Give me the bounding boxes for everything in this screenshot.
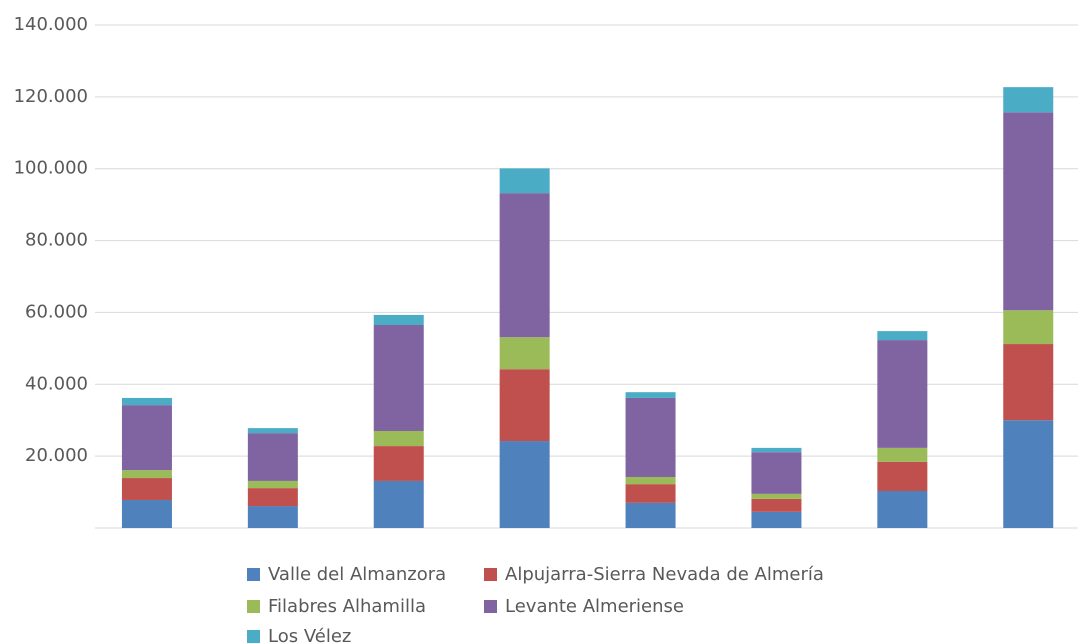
- bar-segment: [1003, 420, 1054, 528]
- bar-segment: [373, 314, 424, 326]
- bar-segment: [373, 430, 424, 447]
- bar-segment: [1003, 112, 1054, 311]
- bar-segment: [877, 340, 928, 448]
- bar-segment: [499, 441, 550, 528]
- bar-segment: [373, 480, 424, 528]
- bar-segment: [877, 461, 928, 491]
- y-tick-label: 20.000: [25, 445, 88, 466]
- y-tick-label: 140.000: [14, 14, 88, 35]
- bar-segment: [499, 369, 550, 442]
- bar-segment: [625, 392, 676, 398]
- bar-segment: [877, 490, 928, 528]
- y-tick-label: 40.000: [25, 373, 88, 394]
- bar-segment: [499, 337, 550, 370]
- bar-segment: [499, 168, 550, 194]
- legend-label: Alpujarra-Sierra Nevada de Almería: [505, 564, 824, 585]
- bar-segment: [373, 446, 424, 481]
- bar-segment: [625, 502, 676, 528]
- bar-segment: [247, 488, 298, 507]
- legend-label: Valle del Almanzora: [268, 564, 446, 585]
- legend-label: Filabres Alhamilla: [268, 596, 426, 617]
- bar-segment: [1003, 310, 1054, 345]
- legend-swatch: [247, 630, 260, 643]
- bar-segment: [625, 397, 676, 477]
- bar-segment: [625, 484, 676, 503]
- bar-segment: [121, 478, 172, 500]
- y-tick-label: 60.000: [25, 301, 88, 322]
- y-tick-label: 80.000: [25, 230, 88, 251]
- bar-segment: [625, 476, 676, 485]
- legend-swatch: [484, 600, 497, 613]
- bar-segment: [499, 193, 550, 338]
- legend-swatch: [247, 600, 260, 613]
- bar-segment: [373, 325, 424, 431]
- legend-swatch: [247, 568, 260, 581]
- legend-label: Levante Almeriense: [505, 596, 684, 617]
- bar-segment: [121, 499, 172, 528]
- bar-segment: [751, 447, 802, 453]
- bar-segment: [121, 470, 172, 479]
- bar-segment: [1003, 87, 1054, 113]
- bar-segment: [247, 433, 298, 481]
- bar-segment: [121, 405, 172, 471]
- bar-segment: [751, 498, 802, 512]
- bar-segment: [751, 493, 802, 499]
- bar-segment: [1003, 344, 1054, 421]
- bar-segment: [121, 397, 172, 406]
- bar-segment: [247, 428, 298, 434]
- bar-segment: [877, 331, 928, 341]
- bar-segment: [247, 480, 298, 489]
- y-tick-label: 120.000: [14, 86, 88, 107]
- legend-swatch: [484, 568, 497, 581]
- y-tick-label: 100.000: [14, 158, 88, 179]
- bar-segment: [751, 511, 802, 528]
- legend-label: Los Vélez: [268, 626, 351, 643]
- bar-segment: [751, 452, 802, 494]
- bar-segment: [877, 447, 928, 462]
- bar-segment: [247, 506, 298, 528]
